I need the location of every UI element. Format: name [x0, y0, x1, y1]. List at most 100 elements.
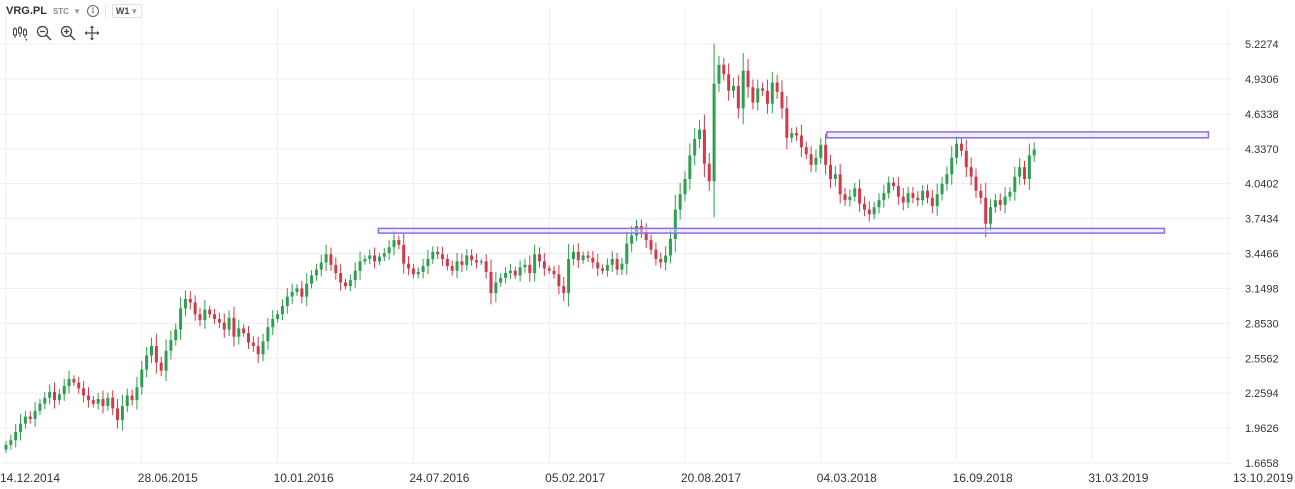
candle-body	[838, 174, 842, 195]
candle-body	[145, 355, 149, 370]
candle-body	[474, 260, 478, 263]
candle-body	[654, 249, 658, 259]
candle-body	[916, 197, 920, 201]
candle-body	[135, 387, 139, 401]
y-tick-label: 2.5562	[1245, 353, 1279, 365]
info-icon[interactable]: i	[86, 5, 99, 17]
candle-body	[111, 397, 115, 409]
x-tick-label: 16.09.2018	[953, 471, 1013, 485]
candle-body	[431, 251, 435, 259]
candle-body	[1008, 191, 1012, 197]
candle-body	[300, 288, 304, 297]
candle-body	[174, 329, 178, 341]
candle-body	[377, 256, 381, 262]
candle-body	[862, 203, 866, 210]
candle-body	[499, 277, 503, 283]
move-icon[interactable]	[84, 25, 100, 41]
candle-body	[222, 322, 226, 330]
symbol-label[interactable]: VRG.PL	[6, 5, 47, 17]
candle-body	[159, 362, 163, 371]
market-dropdown-icon[interactable]: ▼	[72, 6, 81, 16]
candle-body	[484, 261, 488, 272]
candle-body	[993, 200, 997, 208]
candle-body	[601, 268, 605, 271]
candle-body	[150, 346, 153, 356]
candle-body	[562, 286, 566, 294]
candle-body	[945, 174, 949, 184]
candle-body	[96, 398, 100, 404]
market-label[interactable]: STC	[52, 6, 69, 16]
y-tick-label: 5.2274	[1245, 39, 1279, 51]
candle-body	[9, 440, 13, 445]
candle-body	[761, 88, 765, 91]
candle-body	[998, 200, 1002, 205]
candle-body	[164, 350, 168, 371]
zoom-out-icon[interactable]	[36, 25, 52, 41]
candle-body	[106, 397, 110, 407]
candle-body	[460, 261, 464, 265]
candle-body	[872, 207, 876, 215]
candle-body	[310, 275, 314, 284]
candle-body	[28, 416, 32, 419]
candle-body	[358, 261, 362, 271]
candle-body	[329, 254, 333, 265]
candle-body	[348, 280, 352, 287]
candle-body	[819, 144, 823, 158]
candle-body	[678, 194, 682, 210]
candle-body	[392, 240, 396, 248]
candle-body	[989, 207, 993, 224]
candle-body	[795, 133, 799, 136]
candle-body	[179, 308, 183, 330]
candle-body	[198, 314, 202, 321]
candle-body	[1003, 196, 1007, 205]
candle-body	[513, 270, 517, 276]
y-tick-label: 1.6658	[1245, 458, 1279, 470]
candle-body	[62, 386, 66, 395]
candle-body	[848, 196, 852, 201]
candle-body	[237, 328, 241, 337]
candle-body	[935, 194, 939, 207]
candle-body	[984, 197, 988, 224]
candle-body	[921, 190, 925, 201]
candle-body	[926, 190, 929, 198]
zoom-in-icon[interactable]	[60, 25, 76, 41]
candle-body	[775, 82, 779, 92]
candle-body	[450, 266, 454, 271]
candle-body	[1027, 155, 1031, 179]
candle-body	[567, 258, 571, 294]
candle-body	[101, 398, 105, 407]
candle-body	[489, 271, 493, 294]
candle-body	[557, 274, 561, 287]
candle-body	[702, 129, 706, 164]
chart-tools	[12, 25, 100, 41]
candle-body	[698, 129, 702, 139]
candle-body	[770, 82, 774, 104]
candle-body	[974, 176, 978, 191]
candle-body	[140, 369, 144, 388]
candlestick-type-icon[interactable]	[12, 25, 28, 41]
candle-body	[591, 257, 595, 263]
candle-body	[1018, 167, 1022, 177]
candle-body	[402, 244, 406, 264]
x-tick-label: 04.03.2018	[817, 471, 877, 485]
candle-body	[116, 408, 120, 421]
y-tick-label: 4.6338	[1245, 109, 1279, 121]
candle-body	[4, 444, 8, 450]
x-tick-label: 10.01.2016	[274, 471, 334, 485]
candle-body	[867, 209, 871, 215]
candle-body	[285, 296, 289, 307]
candle-body	[217, 318, 221, 323]
candle-body	[712, 83, 716, 182]
candle-body	[33, 410, 37, 419]
candle-body	[387, 247, 391, 254]
candle-body	[397, 240, 401, 245]
candle-body	[707, 163, 711, 182]
candle-body	[785, 108, 789, 138]
y-tick-label: 2.2594	[1245, 388, 1279, 400]
candle-body	[940, 183, 944, 195]
candle-body	[465, 255, 469, 265]
candle-body	[901, 196, 905, 203]
candle-body	[363, 258, 367, 262]
candle-body	[615, 258, 619, 270]
